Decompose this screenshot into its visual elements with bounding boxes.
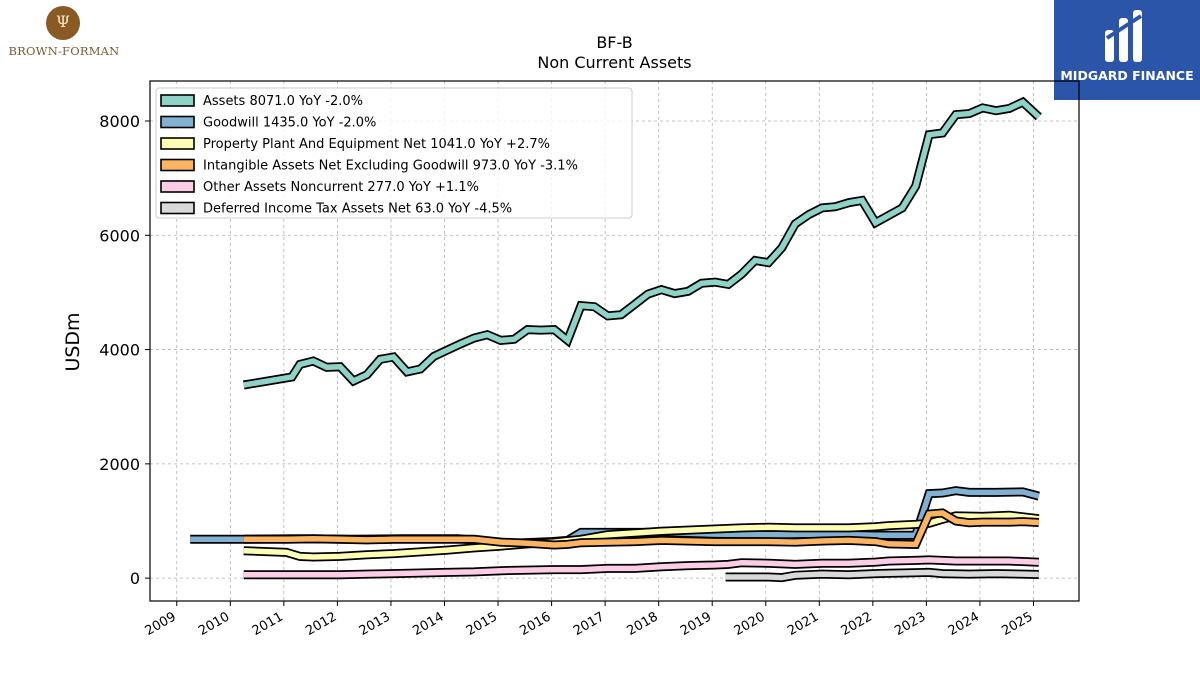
series-line xyxy=(243,510,1039,548)
brand-emblem-glyph: Ψ xyxy=(55,12,71,31)
x-tick-label: 2013 xyxy=(357,609,393,639)
legend-box xyxy=(155,87,633,219)
brand-emblem-icon xyxy=(46,6,80,40)
x-tick-label: 2022 xyxy=(839,609,875,639)
legend-entry: Deferred Income Tax Assets Net 63.0 YoY … xyxy=(203,202,512,217)
brown-forman-wordmark: BROWN-FORMAN xyxy=(8,44,120,58)
legend-swatch xyxy=(160,201,195,215)
x-tick-label: 2016 xyxy=(517,609,553,639)
midgard-mark-icon xyxy=(1105,10,1143,62)
x-tick-label: 2014 xyxy=(410,609,446,639)
legend-entry: Assets 8071.0 YoY -2.0% xyxy=(203,94,363,109)
x-tick-label: 2010 xyxy=(196,609,232,639)
y-tick-label: 0 xyxy=(130,569,140,588)
brown-forman-logo: Ψ BROWN-FORMAN xyxy=(0,4,128,62)
x-tick-label: 2024 xyxy=(946,609,982,639)
legend: Assets 8071.0 YoY -2.0% Goodwill 1435.0 Y… xyxy=(155,87,633,219)
legend-entry: Goodwill 1435.0 YoY -2.0% xyxy=(203,116,376,131)
x-tick-label: 2011 xyxy=(250,609,286,639)
legend-swatch xyxy=(160,137,195,150)
x-tick-label: 2009 xyxy=(143,609,179,639)
y-tick-label: 4000 xyxy=(99,341,140,360)
y-axis-label: USDm xyxy=(62,312,84,371)
midgard-finance-logo: MIDGARD FINANCE xyxy=(1054,0,1200,100)
x-tick-label: 2019 xyxy=(678,609,714,639)
series-line xyxy=(243,557,1039,578)
x-tick-label: 2021 xyxy=(785,609,821,639)
x-tick-label: 2025 xyxy=(999,609,1035,639)
x-tick-label: 2023 xyxy=(892,609,928,639)
series-line xyxy=(725,569,1039,581)
x-tick-label: 2012 xyxy=(303,609,339,639)
legend-swatch xyxy=(160,180,195,193)
legend-swatch xyxy=(160,158,195,172)
series-lines xyxy=(190,96,1042,583)
x-tick-label: 2015 xyxy=(464,609,500,639)
y-tick-label: 6000 xyxy=(99,226,140,245)
legend-entry: Intangible Assets Net Excluding Goodwill… xyxy=(203,159,578,174)
legend-swatch xyxy=(160,115,195,129)
x-tick-label: 2020 xyxy=(732,609,768,639)
plot-frame xyxy=(149,80,1080,602)
legend-entry: Other Assets Noncurrent 277.0 YoY +1.1% xyxy=(203,180,479,195)
series-line xyxy=(243,98,1041,388)
midgard-finance-wordmark: MIDGARD FINANCE xyxy=(1060,68,1194,83)
chart-title: BF-B xyxy=(596,33,632,52)
legend-entry: Property Plant And Equipment Net 1041.0 … xyxy=(203,137,550,152)
legend-swatch xyxy=(160,94,195,107)
x-axis-ticks: 2009 2010 2011 2012 2013 2014 2015 2016 2017 2018… xyxy=(143,601,1035,639)
chart-subtitle: Non Current Assets xyxy=(537,53,691,72)
x-tick-label: 2017 xyxy=(571,609,607,639)
y-axis-ticks: 0 2000 4000 6000 8000 xyxy=(99,112,150,588)
y-tick-label: 8000 xyxy=(99,112,140,131)
y-tick-label: 2000 xyxy=(99,455,140,474)
x-tick-label: 2018 xyxy=(625,609,661,639)
